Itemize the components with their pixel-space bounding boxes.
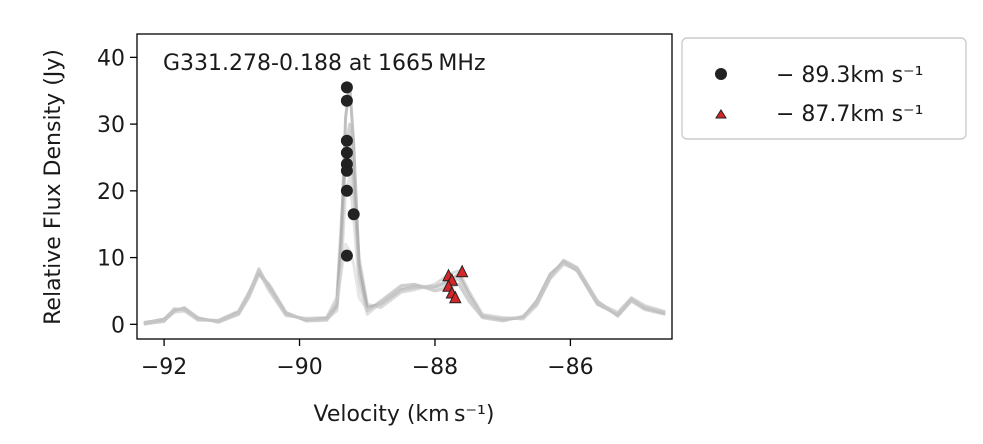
x-axis-ticks: −92 −90 −88 −86 <box>141 339 594 380</box>
circle-point-2 <box>340 94 353 107</box>
circle-point-9 <box>340 249 353 262</box>
legend: − 89.3km s⁻¹ − 87.7km s⁻¹ <box>681 37 967 140</box>
circle-point-1 <box>340 81 353 94</box>
plot-frame <box>136 33 673 340</box>
triangle-point-2 <box>455 264 469 278</box>
x-axis-label: Velocity (km s⁻¹) <box>314 402 495 427</box>
legend-marker-triangle <box>715 109 727 119</box>
x-tick-label: −92 <box>141 355 187 380</box>
circle-point-7 <box>340 184 353 197</box>
legend-marker-circle <box>715 68 727 80</box>
spectrum-line-5 <box>143 242 666 325</box>
y-axis-label: Relative Flux Density (Jy) <box>41 49 66 325</box>
triangle-point-6 <box>448 290 462 304</box>
x-tick-label: −86 <box>547 355 593 380</box>
legend-box <box>681 37 967 140</box>
circle-point-6 <box>340 164 353 177</box>
x-tick-label: −88 <box>412 355 458 380</box>
circle-point-8 <box>347 208 360 221</box>
plot-annotation: G331.278-0.188 at 1665 MHz <box>163 51 486 76</box>
y-axis-ticks: 0 10 20 30 40 <box>97 46 137 338</box>
circle-point-3 <box>340 134 353 147</box>
x-tick-label: −90 <box>276 355 322 380</box>
circle-point-4 <box>340 146 353 159</box>
legend-label-2: − 87.7km s⁻¹ <box>776 102 923 127</box>
y-tick-label: 30 <box>97 113 125 138</box>
points-layer <box>340 81 469 304</box>
legend-label-1: − 89.3km s⁻¹ <box>776 63 923 88</box>
y-tick-label: 0 <box>111 313 125 338</box>
y-tick-label: 40 <box>97 46 125 71</box>
y-tick-label: 20 <box>97 180 125 205</box>
y-tick-label: 10 <box>97 247 125 272</box>
spectra-layer <box>143 82 666 326</box>
